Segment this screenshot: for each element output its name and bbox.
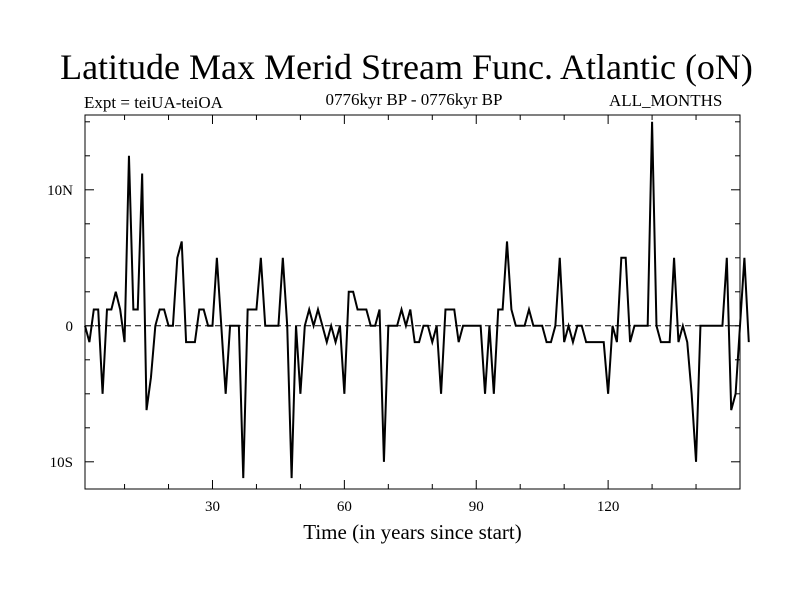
months-label: ALL_MONTHS [609,91,723,110]
x-axis-label: Time (in years since start) [303,520,522,544]
x-tick-label: 90 [469,499,484,515]
x-tick-label: 30 [205,499,220,515]
period-label: 0776kyr BP - 0776kyr BP [325,90,503,109]
y-tick-label: 10N [47,183,73,199]
y-tick-label: 0 [66,319,74,335]
plot-frame [84,114,741,490]
experiment-label: Expt = teiUA-teiOA [84,93,223,112]
x-tick-label: 120 [597,499,620,515]
series-line [84,121,750,479]
y-tick-label: 10S [50,455,73,471]
x-tick-label: 60 [337,499,352,515]
series-layer [84,121,750,479]
chart-title: Latitude Max Merid Stream Func. Atlantic… [60,47,753,87]
axis-ticks: 30 60 90 120 10N 0 10S [47,115,740,515]
